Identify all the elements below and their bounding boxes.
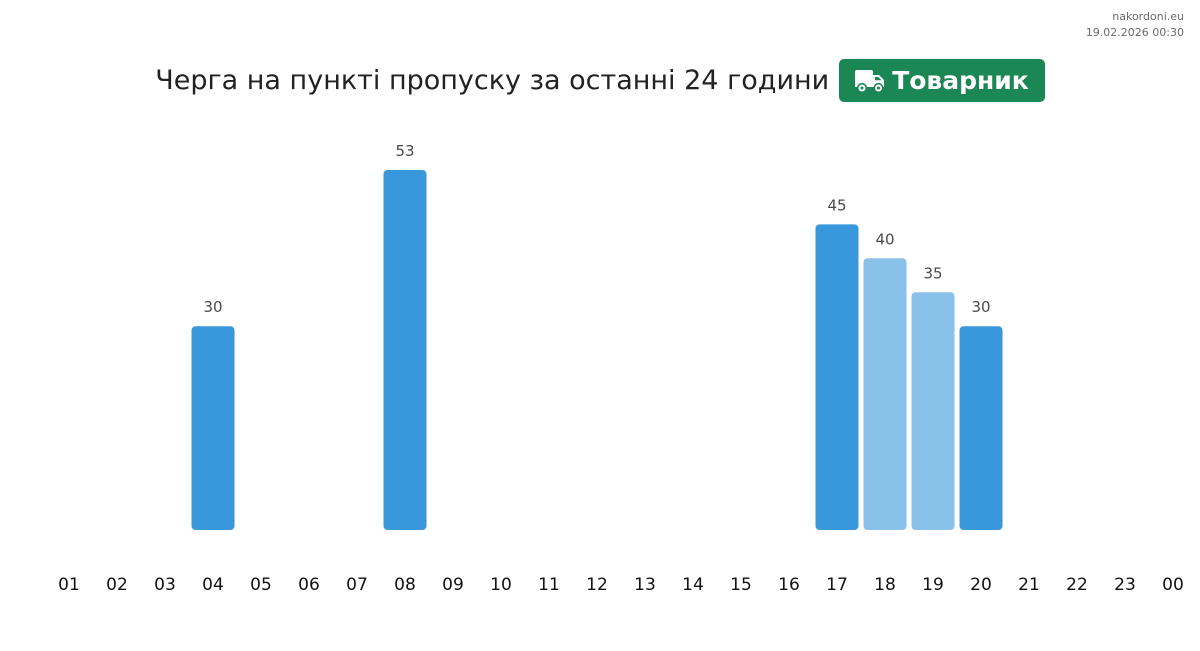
x-tick-21: 21 [1018, 575, 1040, 595]
value-label-04: 30 [203, 298, 222, 316]
bar-18[interactable] [863, 258, 907, 530]
badge-label: Товарник [892, 66, 1029, 95]
bar-04[interactable] [191, 326, 235, 530]
watermark-site: nakordoni.eu [1112, 10, 1184, 23]
x-tick-08: 08 [394, 575, 416, 595]
x-tick-22: 22 [1066, 575, 1088, 595]
truck-icon [855, 69, 885, 93]
bar-17[interactable] [815, 224, 859, 530]
value-labels: 30 53 45 40 35 30 [203, 142, 990, 316]
watermark: nakordoni.eu 19.02.2026 00:30 [1086, 9, 1184, 41]
x-axis-ticks: 01 02 03 04 05 06 07 08 09 10 11 12 13 14 15 16 17 18 19 20… [58, 575, 1184, 595]
x-tick-18: 18 [874, 575, 896, 595]
watermark-datetime: 19.02.2026 00:30 [1085, 26, 1184, 39]
x-tick-15: 15 [730, 575, 752, 595]
x-tick-11: 11 [538, 575, 560, 595]
x-tick-01: 01 [58, 575, 80, 595]
value-label-18: 40 [875, 230, 894, 248]
value-label-17: 45 [827, 196, 846, 214]
chart-title: Черга на пункті пропуску за останні 24 г… [155, 65, 830, 96]
x-tick-19: 19 [922, 575, 944, 595]
bar-20[interactable] [959, 326, 1003, 530]
value-label-20: 30 [971, 298, 990, 316]
x-tick-23: 23 [1114, 575, 1136, 595]
x-tick-13: 13 [634, 575, 656, 595]
chart-header: Черга на пункті пропуску за останні 24 г… [0, 59, 1200, 102]
x-tick-12: 12 [586, 575, 608, 595]
x-tick-07: 07 [346, 575, 368, 595]
bar-08[interactable] [383, 170, 427, 530]
x-tick-17: 17 [826, 575, 848, 595]
value-label-19: 35 [923, 264, 942, 282]
x-tick-00: 00 [1162, 575, 1184, 595]
x-tick-05: 05 [250, 575, 272, 595]
bars [191, 170, 1003, 530]
x-tick-16: 16 [778, 575, 800, 595]
x-tick-14: 14 [682, 575, 704, 595]
bar-19[interactable] [911, 292, 955, 530]
x-tick-09: 09 [442, 575, 464, 595]
x-tick-06: 06 [298, 575, 320, 595]
x-tick-20: 20 [970, 575, 992, 595]
x-tick-10: 10 [490, 575, 512, 595]
x-tick-03: 03 [154, 575, 176, 595]
x-tick-04: 04 [202, 575, 224, 595]
x-tick-02: 02 [106, 575, 128, 595]
vehicle-type-badge: Товарник [839, 59, 1045, 102]
value-label-08: 53 [395, 142, 414, 160]
